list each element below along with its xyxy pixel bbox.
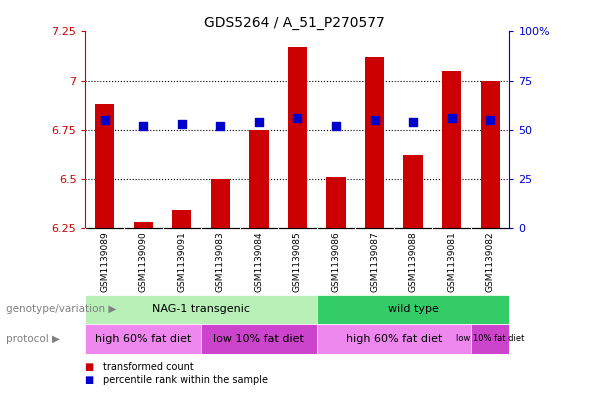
Text: ■: ■ (85, 375, 98, 385)
Text: protocol ▶: protocol ▶ (6, 334, 60, 344)
Bar (442, 71, 461, 228)
Text: high 60% fat diet: high 60% fat diet (95, 334, 191, 344)
Point (293, 115, 302, 121)
Bar (317, 295, 509, 324)
Text: GDS5264 / A_51_P270577: GDS5264 / A_51_P270577 (204, 16, 385, 30)
Text: GSM1139091: GSM1139091 (177, 231, 186, 292)
Point (447, 115, 456, 121)
Text: GSM1139084: GSM1139084 (254, 231, 263, 292)
Text: GSM1139088: GSM1139088 (409, 231, 418, 292)
Text: GSM1139083: GSM1139083 (216, 231, 225, 292)
Bar (172, 210, 191, 228)
Bar (288, 47, 307, 228)
Bar (326, 177, 346, 228)
Text: percentile rank within the sample: percentile rank within the sample (103, 375, 268, 385)
Bar (317, 324, 471, 354)
Bar (403, 155, 423, 228)
Text: GSM1139085: GSM1139085 (293, 231, 302, 292)
Point (331, 123, 340, 129)
Bar (201, 324, 317, 354)
Text: low 10% fat diet: low 10% fat diet (456, 334, 524, 343)
Text: ■: ■ (85, 362, 98, 373)
Bar (85, 324, 201, 354)
Text: GSM1139089: GSM1139089 (100, 231, 109, 292)
Bar (249, 130, 269, 228)
Point (254, 119, 264, 125)
Bar (481, 81, 500, 228)
Point (485, 117, 495, 123)
Point (177, 121, 187, 127)
Bar (95, 104, 114, 228)
Text: wild type: wild type (388, 305, 439, 314)
Text: GSM1139082: GSM1139082 (486, 231, 495, 292)
Text: GSM1139090: GSM1139090 (139, 231, 148, 292)
Text: NAG-1 transgenic: NAG-1 transgenic (152, 305, 250, 314)
Point (138, 123, 148, 129)
Text: GSM1139086: GSM1139086 (332, 231, 340, 292)
Text: high 60% fat diet: high 60% fat diet (346, 334, 442, 344)
Bar (134, 222, 153, 228)
Text: GSM1139087: GSM1139087 (370, 231, 379, 292)
Point (370, 117, 379, 123)
Text: genotype/variation ▶: genotype/variation ▶ (6, 305, 116, 314)
Bar (211, 179, 230, 228)
Text: transformed count: transformed count (103, 362, 194, 373)
Point (216, 123, 225, 129)
Text: low 10% fat diet: low 10% fat diet (213, 334, 305, 344)
Point (408, 119, 418, 125)
Point (100, 117, 110, 123)
Bar (85, 295, 317, 324)
Text: GSM1139081: GSM1139081 (447, 231, 456, 292)
Bar (471, 324, 509, 354)
Bar (365, 57, 384, 228)
